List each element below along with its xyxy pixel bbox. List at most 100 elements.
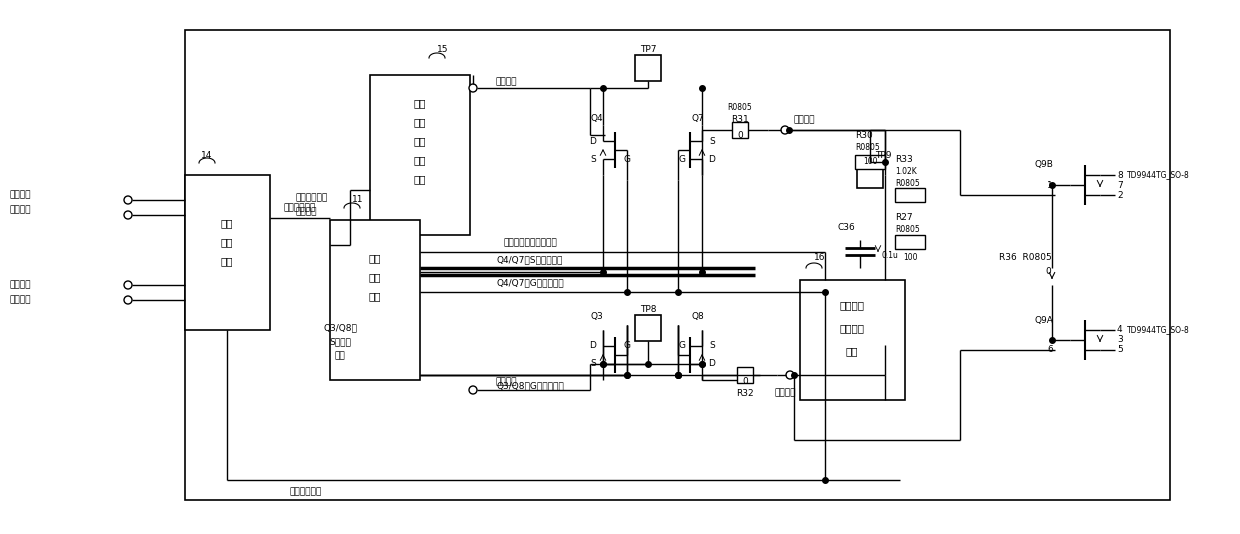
Text: 控制信号: 控制信号 [10,295,31,304]
Text: 11: 11 [352,195,363,205]
Text: G: G [678,341,686,349]
Circle shape [124,296,131,304]
Bar [330,220,420,380]
Text: 6: 6 [1048,345,1053,355]
Text: 14: 14 [201,151,213,160]
Text: 负输入端: 负输入端 [495,378,517,387]
Circle shape [786,371,794,379]
Circle shape [124,211,131,219]
Text: 电路: 电路 [414,174,427,184]
Text: R33: R33 [895,155,913,164]
Text: 15: 15 [438,45,449,54]
Text: 8: 8 [1117,170,1122,179]
Text: 电路: 电路 [846,346,858,356]
Text: R36  R0805: R36 R0805 [998,254,1052,263]
Text: 2: 2 [1117,191,1122,200]
Text: Q4/Q7的G极控制信号: Q4/Q7的G极控制信号 [496,279,564,287]
Bar [185,30,1171,500]
Text: 0: 0 [742,376,748,386]
Text: 4: 4 [1117,326,1122,334]
Text: S: S [590,359,596,368]
Bar [732,122,748,138]
Text: Q8: Q8 [692,312,704,321]
Text: R0805: R0805 [895,179,920,189]
Text: R0805: R0805 [895,225,920,234]
Text: 100: 100 [903,254,918,263]
Text: 1.02K: 1.02K [895,168,916,177]
Text: TD9944TG_SO-8: TD9944TG_SO-8 [1127,326,1189,334]
Text: Q7: Q7 [692,114,704,122]
Text: 初级高压检测: 初级高压检测 [295,193,327,202]
Circle shape [124,196,131,204]
Circle shape [469,386,477,394]
Text: 0: 0 [737,131,743,140]
Text: 检测: 检测 [414,136,427,146]
Text: 次级高压: 次级高压 [839,300,864,310]
Text: 次级高压检测保护信号: 次级高压检测保护信号 [503,239,557,247]
Text: Q4/Q7的S极控制信号: Q4/Q7的S极控制信号 [497,255,563,264]
Text: G: G [678,155,686,164]
Text: Q3: Q3 [590,312,604,321]
Bar [895,188,925,202]
Bar [895,235,925,249]
Text: C36: C36 [838,224,856,232]
Text: G: G [622,341,630,349]
Text: 通道差分: 通道差分 [10,191,31,200]
Circle shape [781,126,789,134]
Text: 3: 3 [1117,335,1122,344]
Text: Q9B: Q9B [1034,161,1053,169]
Text: 检测保护: 检测保护 [839,323,864,333]
Text: Q9A: Q9A [1034,316,1053,325]
Text: 保护: 保护 [414,155,427,165]
Text: R31: R31 [732,115,749,124]
Text: 高压: 高压 [414,117,427,127]
Text: 泄放差分: 泄放差分 [10,280,31,289]
Text: S: S [709,137,715,145]
Text: 初级: 初级 [414,98,427,108]
Text: Q3/Q8的G极控制信号: Q3/Q8的G极控制信号 [496,381,564,390]
Circle shape [124,281,131,289]
Bar [800,280,905,400]
Text: 100: 100 [863,158,877,167]
Bar [635,55,661,81]
Text: TP7: TP7 [640,45,656,54]
Text: 1: 1 [1048,180,1053,190]
Text: TP8: TP8 [640,305,656,315]
Text: R27: R27 [895,214,913,223]
Text: Q4: Q4 [590,114,604,122]
Text: S: S [590,154,596,163]
Text: G: G [622,155,630,164]
Text: 0.1u: 0.1u [882,250,899,260]
Text: 控制信号: 控制信号 [10,206,31,215]
Circle shape [469,84,477,92]
Bar [857,162,883,188]
Text: D: D [589,342,596,350]
Text: TD9944TG_SO-8: TD9944TG_SO-8 [1127,170,1189,179]
Text: 通道控制信号: 通道控制信号 [284,203,316,213]
Text: TP9: TP9 [875,151,892,160]
Text: 逻辑: 逻辑 [368,253,381,263]
Bar [635,315,661,341]
Text: R30: R30 [856,130,873,139]
Text: 5: 5 [1117,345,1122,355]
Bar [185,175,270,330]
Text: R0805: R0805 [728,104,753,113]
Text: 输入: 输入 [221,237,233,247]
Text: 0: 0 [1045,268,1050,277]
Text: 正输出端: 正输出端 [794,115,815,124]
Text: 保护信号: 保护信号 [295,208,316,216]
Text: R32: R32 [737,389,754,397]
Text: D: D [589,137,596,145]
Text: R0805: R0805 [856,144,879,153]
Text: 电路: 电路 [368,291,381,301]
Bar [856,155,885,169]
Text: 芯片: 芯片 [221,256,233,266]
Text: D: D [708,359,715,368]
Text: 信号: 信号 [335,351,346,360]
Text: D: D [708,154,715,163]
Text: 负输出端: 负输出端 [774,389,796,397]
Text: 正输入端: 正输入端 [495,77,517,87]
Text: 泄放控制信号: 泄放控制信号 [290,488,322,497]
Text: 7: 7 [1117,180,1122,190]
Bar [370,75,470,235]
